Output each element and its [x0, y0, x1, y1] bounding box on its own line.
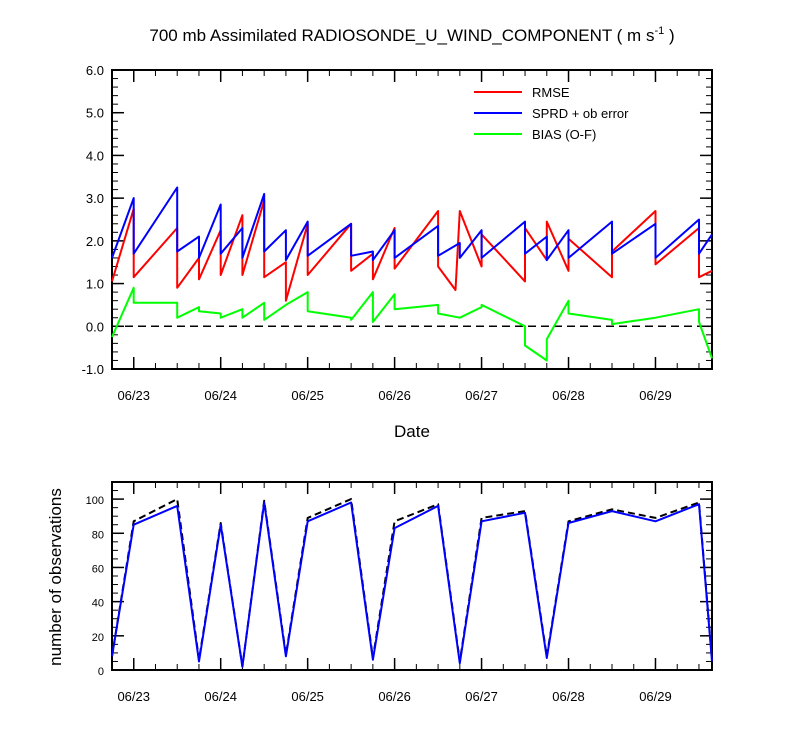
- legend-label: BIAS (O-F): [532, 127, 596, 142]
- x-tick-label: 06/27: [465, 388, 498, 403]
- y-tick-label: 3.0: [86, 191, 104, 206]
- y-tick-label: 0.0: [86, 319, 104, 334]
- x-tick-label: 06/23: [117, 388, 150, 403]
- x-tick-label: 06/29: [639, 689, 672, 704]
- top-plot-area: -1.0 0.0 1.0 2.0 3.0 4.0 5.0 6.0 06/23 06/24 06/25…: [82, 63, 713, 403]
- chart-title-end: ): [664, 26, 674, 45]
- y-tick-label: 20: [92, 632, 104, 644]
- rmse-series-line: [111, 199, 713, 302]
- y-tick-label: 5.0: [86, 106, 104, 121]
- bias-o-f-series-line: [111, 286, 713, 362]
- y-tick-label: 60: [92, 563, 104, 575]
- x-tick-label: 06/27: [465, 689, 498, 704]
- x-tick-label: 06/25: [291, 689, 324, 704]
- x-tick-label: 06/29: [639, 388, 672, 403]
- top-x-axis-label: Date: [394, 422, 430, 441]
- legend-label: SPRD + ob error: [532, 106, 629, 121]
- x-tick-label: 06/25: [291, 388, 324, 403]
- y-tick-label: 6.0: [86, 63, 104, 78]
- y-tick-label: 2.0: [86, 234, 104, 249]
- y-tick-label: 1.0: [86, 277, 104, 292]
- x-tick-label: 06/24: [204, 388, 237, 403]
- x-tick-label: 06/24: [204, 689, 237, 704]
- bottom-y-axis-label: number of observations: [46, 488, 65, 666]
- series-1-series-line: [111, 501, 713, 668]
- y-tick-label: 4.0: [86, 148, 104, 163]
- legend-label: RMSE: [532, 85, 570, 100]
- y-tick-label: 0: [98, 666, 104, 678]
- chart-title-superscript: -1: [654, 25, 664, 37]
- sprd-ob-error-series-line: [111, 186, 713, 262]
- y-tick-label: 80: [92, 529, 104, 541]
- chart-title: 700 mb Assimilated RADIOSONDE_U_WIND_COM…: [149, 25, 674, 45]
- y-tick-label: -1.0: [82, 362, 104, 377]
- chart-title-main: 700 mb Assimilated RADIOSONDE_U_WIND_COM…: [149, 26, 654, 45]
- x-tick-label: 06/28: [552, 689, 585, 704]
- x-tick-label: 06/26: [378, 689, 411, 704]
- y-tick-label: 40: [92, 598, 104, 610]
- x-tick-label: 06/28: [552, 388, 585, 403]
- x-tick-label: 06/26: [378, 388, 411, 403]
- y-tick-label: 100: [86, 495, 104, 507]
- plot-frame: [111, 69, 713, 370]
- bottom-plot-area: 0 20 40 60 80 100 06/23 06/24 06/25 06/26 06/27 06/…: [86, 481, 713, 704]
- x-tick-label: 06/23: [117, 689, 150, 704]
